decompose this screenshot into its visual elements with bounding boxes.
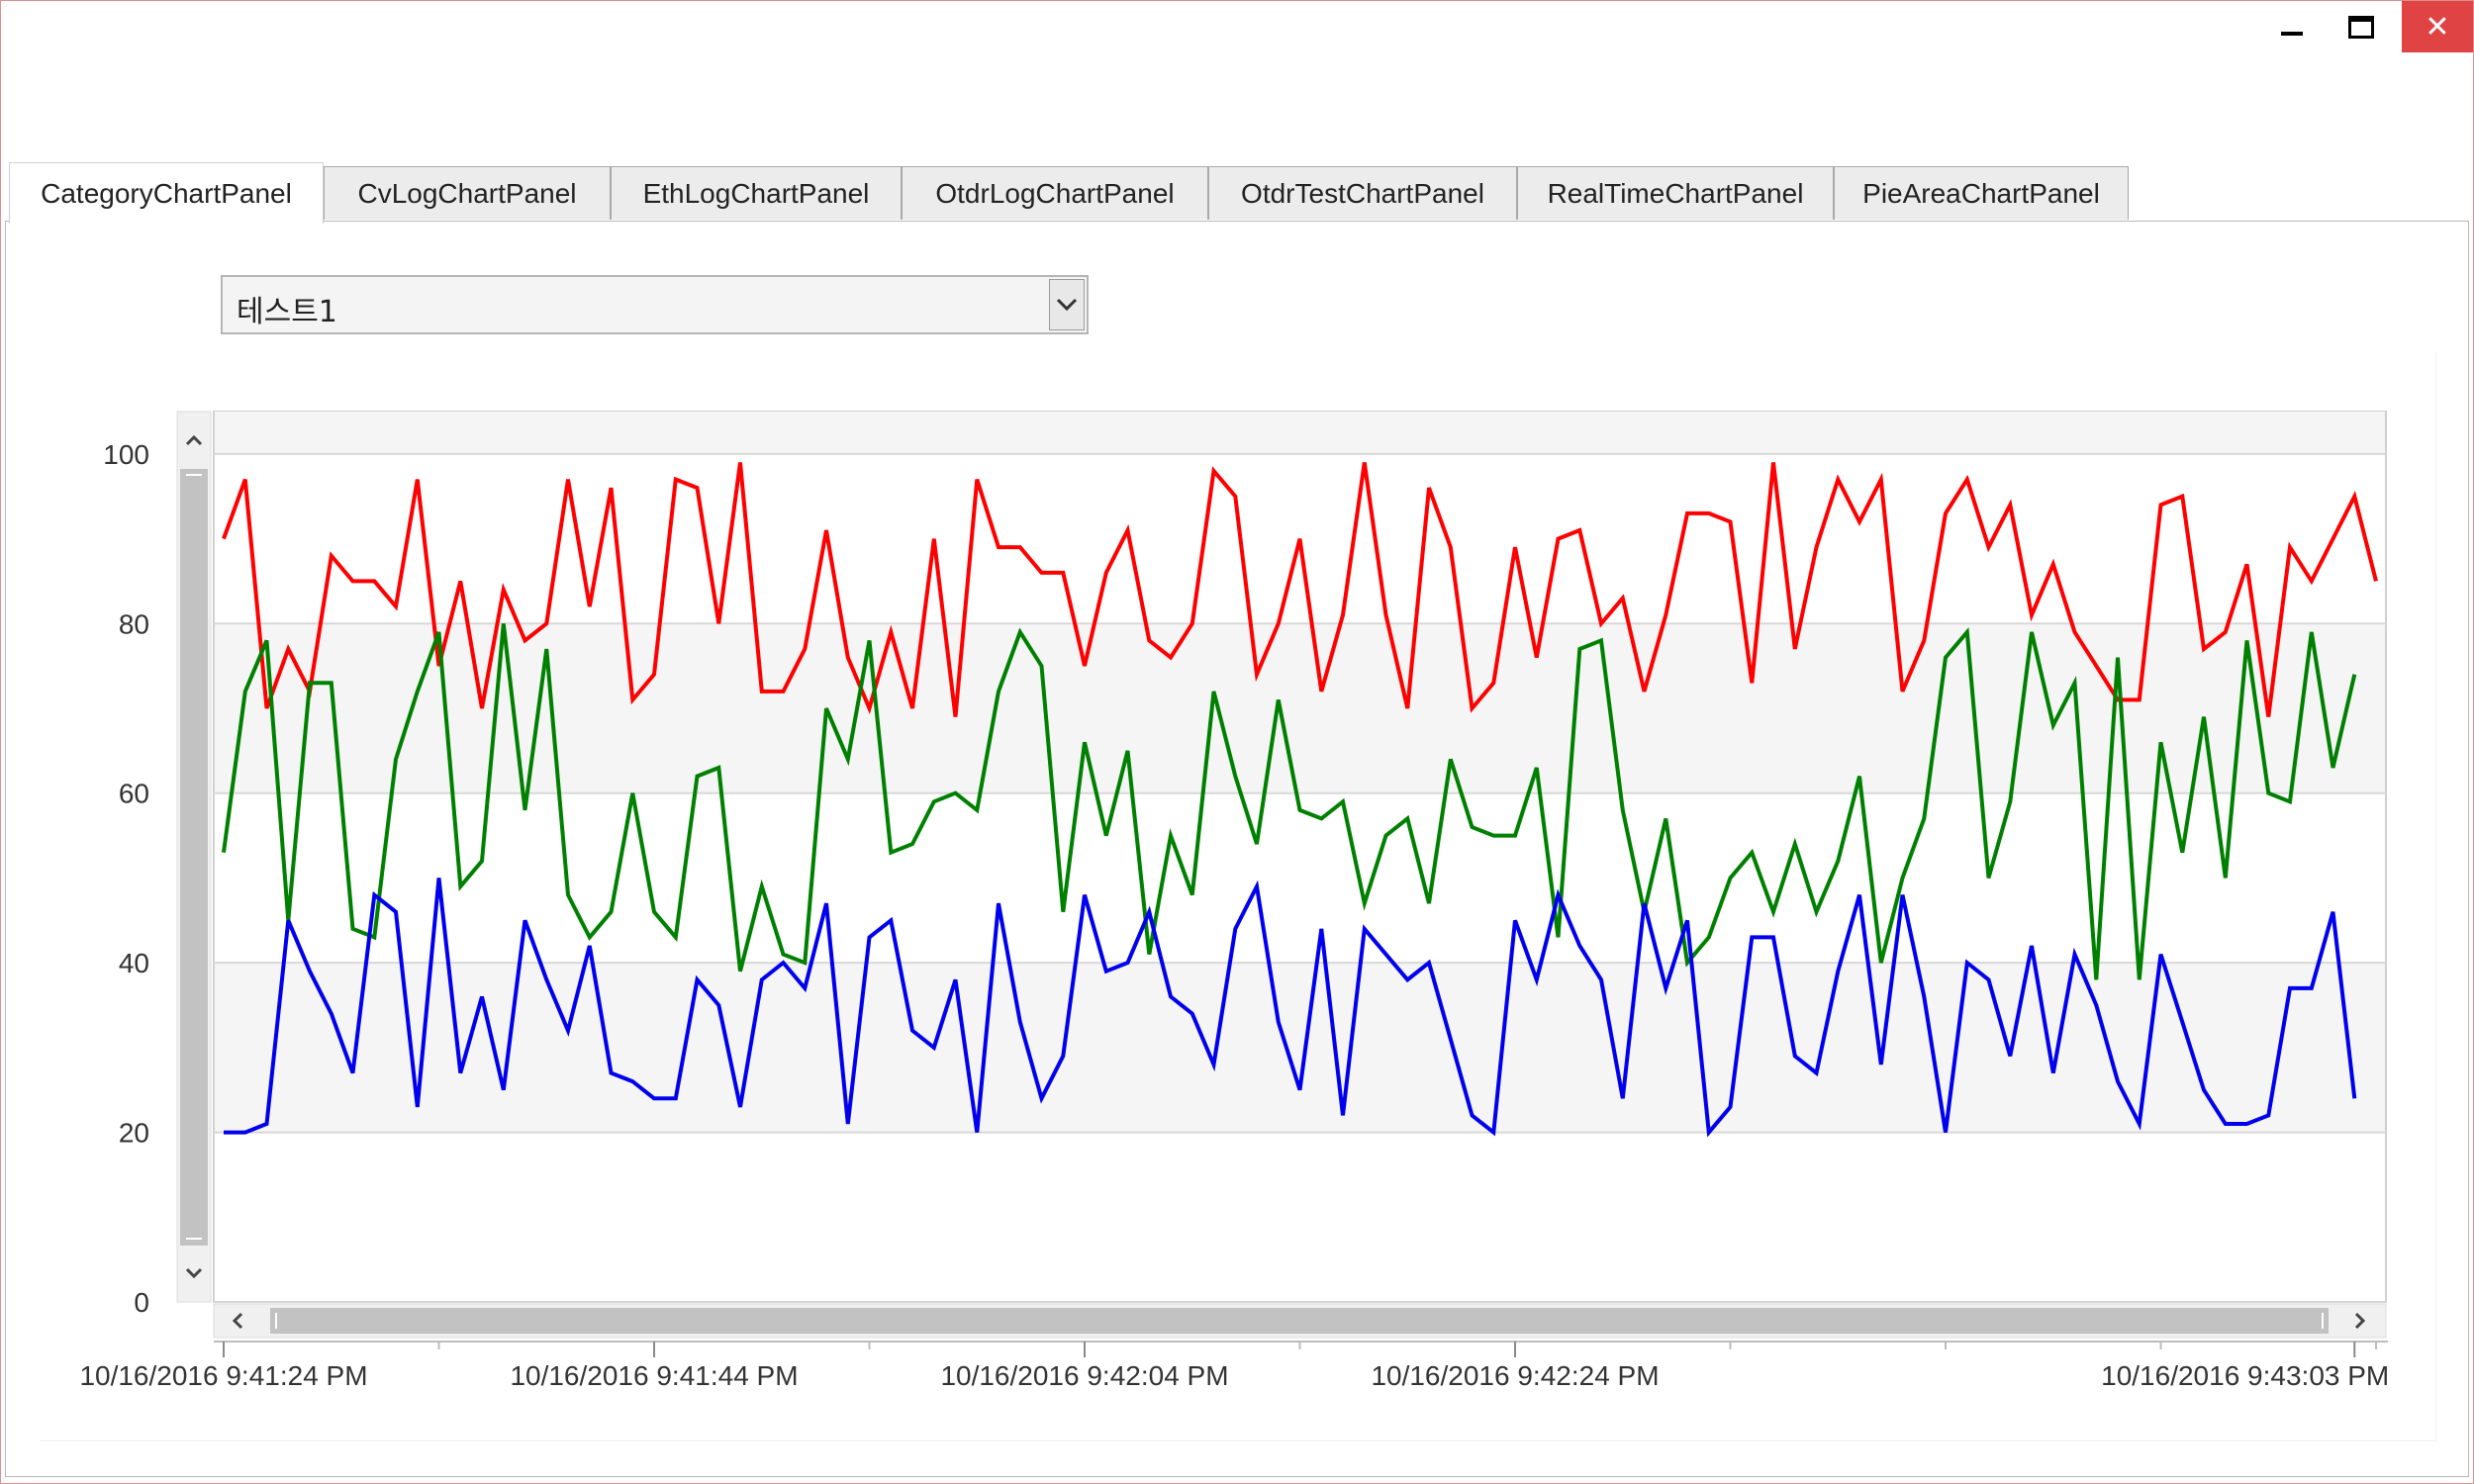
grid-band (215, 412, 2385, 454)
category-chart: 0 20 40 60 80 100 10/16/2016 9:41:24 PM 10/16/2… (41, 352, 2436, 1441)
scroll-left-icon[interactable] (232, 1312, 243, 1330)
tab-label: EthLogChartPanel (642, 177, 870, 209)
tab-label: PieAreaChartPanel (1862, 177, 2100, 209)
y-tick-label: 20 (119, 1118, 149, 1149)
test-select-combobox[interactable]: 테스트1 (221, 275, 1089, 334)
y-scrollbar-thumb[interactable] (180, 469, 208, 1246)
y-tick-label: 0 (134, 1287, 149, 1318)
maximize-button[interactable] (2327, 1, 2396, 52)
series-line-3 (224, 878, 2357, 1138)
x-tick-label: 10/16/2016 9:42:24 PM (1371, 1360, 1659, 1391)
maximize-icon (2348, 15, 2374, 39)
x-tick-label: 10/16/2016 9:41:24 PM (79, 1360, 367, 1391)
plot-area (213, 411, 2387, 1303)
chevron-down-icon (1056, 298, 1078, 312)
tab-label: OtdrLogChartPanel (935, 177, 1175, 209)
scroll-up-icon[interactable] (185, 434, 203, 446)
series-line-1 (222, 462, 2378, 717)
scroll-down-icon[interactable] (185, 1267, 203, 1279)
tab-cv-log-chart-panel[interactable]: CvLogChartPanel (324, 166, 611, 220)
tab-label: RealTimeChartPanel (1547, 177, 1804, 209)
x-tick-label: 10/16/2016 9:43:03 PM (2101, 1360, 2389, 1391)
tab-pie-area-chart-panel[interactable]: PieAreaChartPanel (1834, 166, 2129, 220)
x-scrollbar-thumb[interactable] (270, 1308, 2329, 1334)
tab-otdr-log-chart-panel[interactable]: OtdrLogChartPanel (902, 166, 1208, 220)
scroll-right-icon[interactable] (2354, 1312, 2366, 1330)
tab-eth-log-chart-panel[interactable]: EthLogChartPanel (611, 166, 902, 220)
combo-selected-value: 테스트1 (237, 295, 337, 329)
close-icon: ✕ (2425, 9, 2450, 45)
close-button[interactable]: ✕ (2402, 1, 2473, 52)
tab-real-time-chart-panel[interactable]: RealTimeChartPanel (1517, 166, 1834, 220)
tab-label: CvLogChartPanel (357, 177, 577, 209)
tab-otdr-test-chart-panel[interactable]: OtdrTestChartPanel (1208, 166, 1517, 220)
tab-category-chart-panel[interactable]: CategoryChartPanel (9, 162, 324, 224)
combo-dropdown-button[interactable] (1049, 279, 1085, 330)
chart-svg: 0 20 40 60 80 100 10/16/2016 9:41:24 PM 10/16/2… (79, 411, 2389, 1391)
minimize-icon (2281, 32, 2303, 36)
y-tick-label: 100 (103, 439, 149, 470)
y-tick-label: 80 (119, 608, 149, 639)
series-line-2 (222, 623, 2357, 980)
tab-label: CategoryChartPanel (41, 177, 292, 209)
x-tick-label: 10/16/2016 9:42:04 PM (940, 1360, 1228, 1391)
minimize-button[interactable] (2257, 1, 2327, 52)
tab-label: OtdrTestChartPanel (1241, 177, 1484, 209)
x-tick-label: 10/16/2016 9:41:44 PM (510, 1360, 798, 1391)
y-tick-label: 40 (119, 948, 149, 978)
y-tick-label: 60 (119, 779, 149, 809)
